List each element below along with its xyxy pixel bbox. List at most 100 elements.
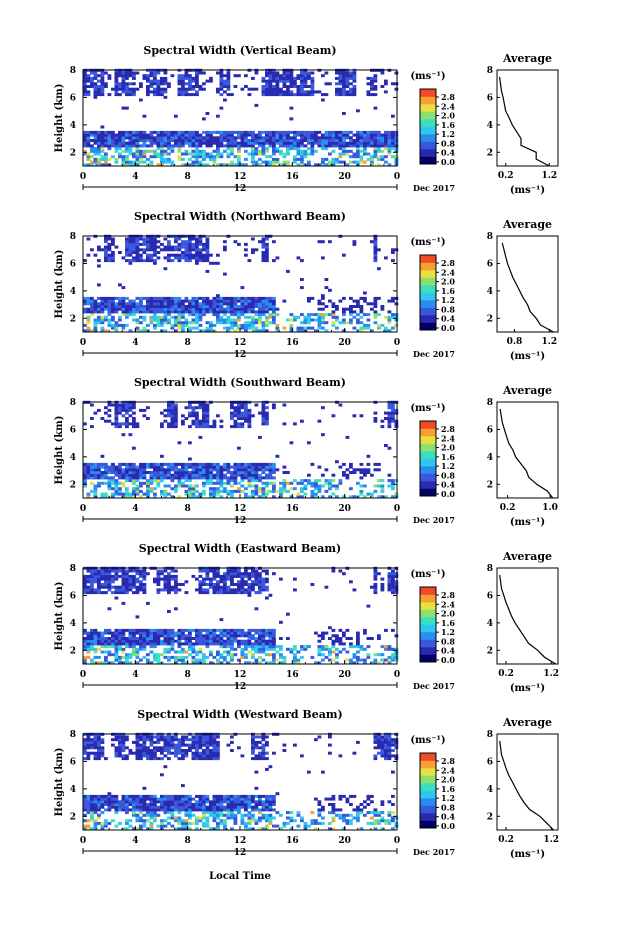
heatmap-cell: [153, 645, 157, 649]
heatmap-cell: [286, 74, 290, 78]
heatmap-cell: [181, 163, 185, 167]
heatmap-cell: [160, 305, 164, 308]
heatmap-cell: [251, 473, 255, 477]
heatmap-cell: [121, 74, 126, 78]
heatmap-cell: [296, 87, 301, 91]
heatmap-cell: [195, 642, 199, 646]
heatmap-cell: [237, 147, 241, 151]
heatmap-cell: [177, 313, 182, 317]
heatmap-cell: [195, 577, 199, 581]
heatmap-cell: [219, 130, 224, 134]
heatmap-cell: [181, 90, 185, 94]
heatmap-cell: [328, 139, 332, 142]
heatmap-cell: [118, 661, 122, 665]
heatmap-cell: [142, 141, 147, 145]
heatmap-cell: [90, 85, 94, 88]
heatmap-cell: [254, 476, 259, 480]
heatmap-cell: [272, 315, 276, 319]
heatmap-cell: [240, 473, 245, 477]
heatmap-cell: [156, 318, 161, 322]
heatmap-cell: [135, 152, 140, 156]
heatmap-cell: [237, 411, 241, 415]
heatmap-cell: [104, 259, 108, 263]
colorbar-tick-label: 0.0: [441, 157, 455, 167]
heatmap-cell: [125, 141, 129, 145]
heatmap-cell: [177, 245, 182, 249]
heatmap-cell: [191, 462, 196, 466]
heatmap-cell: [86, 577, 91, 581]
heatmap-cell: [331, 141, 336, 145]
heatmap-cell: [121, 642, 126, 646]
heatmap-cell: [272, 152, 276, 156]
heatmap-cell: [100, 85, 105, 88]
heatmap-cell: [149, 637, 154, 640]
heatmap-cell: [146, 310, 150, 314]
heatmap-cell: [265, 82, 269, 86]
heatmap-cell: [352, 240, 357, 244]
heatmap-cell: [128, 261, 133, 265]
heatmap-cell: [174, 245, 178, 249]
x-tick-label: 0: [394, 670, 400, 680]
heatmap-cell: [188, 157, 192, 161]
heatmap-cell: [275, 454, 280, 458]
heatmap-cell: [258, 645, 262, 649]
heatmap-cell: [153, 299, 157, 303]
heatmap-cell: [195, 160, 199, 164]
heatmap-cell: [342, 136, 346, 140]
heatmap-cell: [230, 417, 234, 420]
heatmap-cell: [377, 157, 381, 161]
heatmap-cell: [377, 136, 381, 140]
heatmap-cell: [272, 302, 276, 306]
heatmap-cell: [188, 310, 192, 314]
heatmap-cell: [303, 155, 308, 159]
heatmap-cell: [352, 152, 357, 156]
heatmap-cell: [317, 163, 322, 167]
heatmap-cell: [216, 71, 220, 75]
heatmap-cell: [226, 471, 231, 474]
heatmap-cell: [160, 628, 164, 632]
heatmap-cell: [237, 628, 241, 632]
heatmap-cell: [394, 658, 399, 662]
heatmap-cell: [111, 256, 115, 260]
heatmap-cell: [111, 237, 115, 241]
heatmap-cell: [394, 318, 399, 322]
heatmap-cell: [296, 658, 301, 662]
heatmap-cell: [156, 152, 161, 156]
heatmap-cell: [230, 639, 234, 643]
heatmap-cell: [247, 414, 252, 418]
heatmap-cell: [86, 591, 91, 595]
heatmap-cell: [121, 740, 126, 744]
heatmap-cell: [377, 479, 381, 483]
heatmap-cell: [181, 82, 185, 86]
heatmap-cell: [352, 87, 357, 91]
heatmap-cell: [240, 588, 245, 592]
heatmap-cell: [114, 596, 119, 600]
heatmap-cell: [132, 751, 136, 755]
heatmap-cell: [237, 149, 241, 153]
heatmap-cell: [184, 417, 189, 420]
heatmap-cell: [240, 489, 245, 493]
heatmap-cell: [212, 313, 217, 317]
heatmap-cell: [149, 296, 154, 300]
heatmap-cell: [244, 315, 248, 319]
heatmap-cell: [184, 489, 189, 493]
heatmap-cell: [174, 476, 178, 480]
heatmap-cell: [251, 157, 255, 161]
heatmap-cell: [240, 163, 245, 167]
heatmap-cell: [384, 256, 388, 260]
heatmap-cell: [146, 642, 150, 646]
heatmap-cell: [97, 637, 101, 640]
heatmap-cell: [181, 245, 185, 249]
heatmap-cell: [254, 631, 259, 635]
heatmap-cell: [135, 253, 140, 257]
heatmap-cell: [195, 240, 199, 244]
heatmap-cell: [314, 492, 318, 496]
heatmap-cell: [251, 465, 255, 469]
heatmap-cell: [198, 650, 203, 654]
heatmap-cell: [153, 318, 157, 322]
heatmap-cell: [324, 133, 329, 137]
heatmap-cell: [223, 645, 227, 649]
heatmap-cell: [107, 307, 112, 311]
heatmap-cell: [366, 76, 371, 80]
heatmap-cell: [244, 408, 248, 412]
